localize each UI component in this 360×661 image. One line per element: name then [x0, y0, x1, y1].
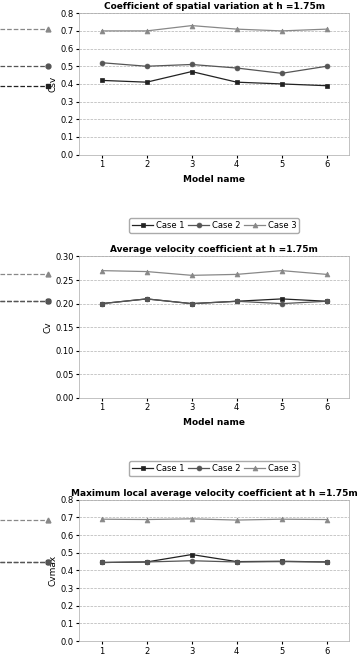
Line: Case 3: Case 3	[99, 516, 329, 522]
Title: Average velocity coefficient at h =1.75m: Average velocity coefficient at h =1.75m	[110, 245, 318, 254]
Y-axis label: Cv: Cv	[43, 321, 52, 333]
Case 3	[279, 27, 284, 35]
Case 1	[279, 295, 284, 303]
Line: Case 1: Case 1	[99, 69, 329, 88]
Case 3	[235, 25, 239, 33]
Case 2	[235, 558, 239, 566]
Case 1	[325, 558, 329, 566]
Case 1	[235, 78, 239, 86]
Title: Coefficient of spatial variation at h =1.75m: Coefficient of spatial variation at h =1…	[104, 2, 325, 11]
Case 2	[99, 59, 104, 67]
Case 2	[144, 295, 149, 303]
Case 3	[325, 516, 329, 524]
Case 2	[279, 299, 284, 307]
Y-axis label: Csv: Csv	[49, 76, 58, 92]
Case 2	[325, 297, 329, 305]
Case 3	[325, 270, 329, 278]
Case 2	[189, 299, 194, 307]
Case 3	[144, 268, 149, 276]
Case 1	[99, 559, 104, 566]
Legend: Case 1, Case 2, Case 3: Case 1, Case 2, Case 3	[129, 461, 299, 477]
Case 1	[144, 558, 149, 566]
Case 2	[99, 299, 104, 307]
Case 1	[144, 295, 149, 303]
Case 3	[99, 266, 104, 274]
Line: Case 2: Case 2	[99, 60, 329, 76]
Case 2	[279, 558, 284, 566]
Legend: Case 1, Case 2, Case 3: Case 1, Case 2, Case 3	[129, 218, 299, 233]
Case 2	[235, 64, 239, 72]
Case 2	[189, 557, 194, 564]
Case 2	[325, 558, 329, 566]
Y-axis label: Cvmax: Cvmax	[49, 555, 58, 586]
X-axis label: Model name: Model name	[183, 418, 245, 427]
Case 3	[279, 266, 284, 274]
Case 1	[189, 551, 194, 559]
Case 3	[235, 270, 239, 278]
Case 1	[279, 80, 284, 88]
Case 2	[99, 559, 104, 566]
Case 1	[189, 299, 194, 307]
Line: Case 3: Case 3	[99, 268, 329, 278]
X-axis label: Model name: Model name	[183, 175, 245, 184]
Case 1	[144, 78, 149, 86]
Case 1	[99, 77, 104, 85]
Case 2	[279, 69, 284, 77]
Case 2	[144, 558, 149, 566]
Case 1	[235, 297, 239, 305]
Case 1	[189, 67, 194, 75]
Case 1	[235, 558, 239, 566]
Title: Maximum local average velocity coefficient at h =1.75m: Maximum local average velocity coefficie…	[71, 488, 357, 498]
Line: Case 2: Case 2	[99, 559, 329, 565]
Case 3	[144, 27, 149, 35]
Line: Case 3: Case 3	[99, 23, 329, 33]
Case 3	[325, 25, 329, 33]
Case 2	[325, 62, 329, 70]
Case 3	[235, 516, 239, 524]
Case 1	[279, 557, 284, 565]
Case 1	[325, 82, 329, 90]
Case 3	[189, 22, 194, 30]
Case 3	[279, 515, 284, 523]
Case 3	[144, 516, 149, 524]
Case 3	[189, 515, 194, 523]
Case 3	[99, 515, 104, 523]
Case 1	[325, 297, 329, 305]
Case 1	[99, 299, 104, 307]
Case 3	[99, 27, 104, 35]
Line: Case 1: Case 1	[99, 297, 329, 306]
Line: Case 2: Case 2	[99, 297, 329, 306]
Case 2	[144, 62, 149, 70]
Case 3	[189, 272, 194, 280]
Case 2	[235, 297, 239, 305]
Case 2	[189, 61, 194, 69]
Line: Case 1: Case 1	[99, 552, 329, 565]
